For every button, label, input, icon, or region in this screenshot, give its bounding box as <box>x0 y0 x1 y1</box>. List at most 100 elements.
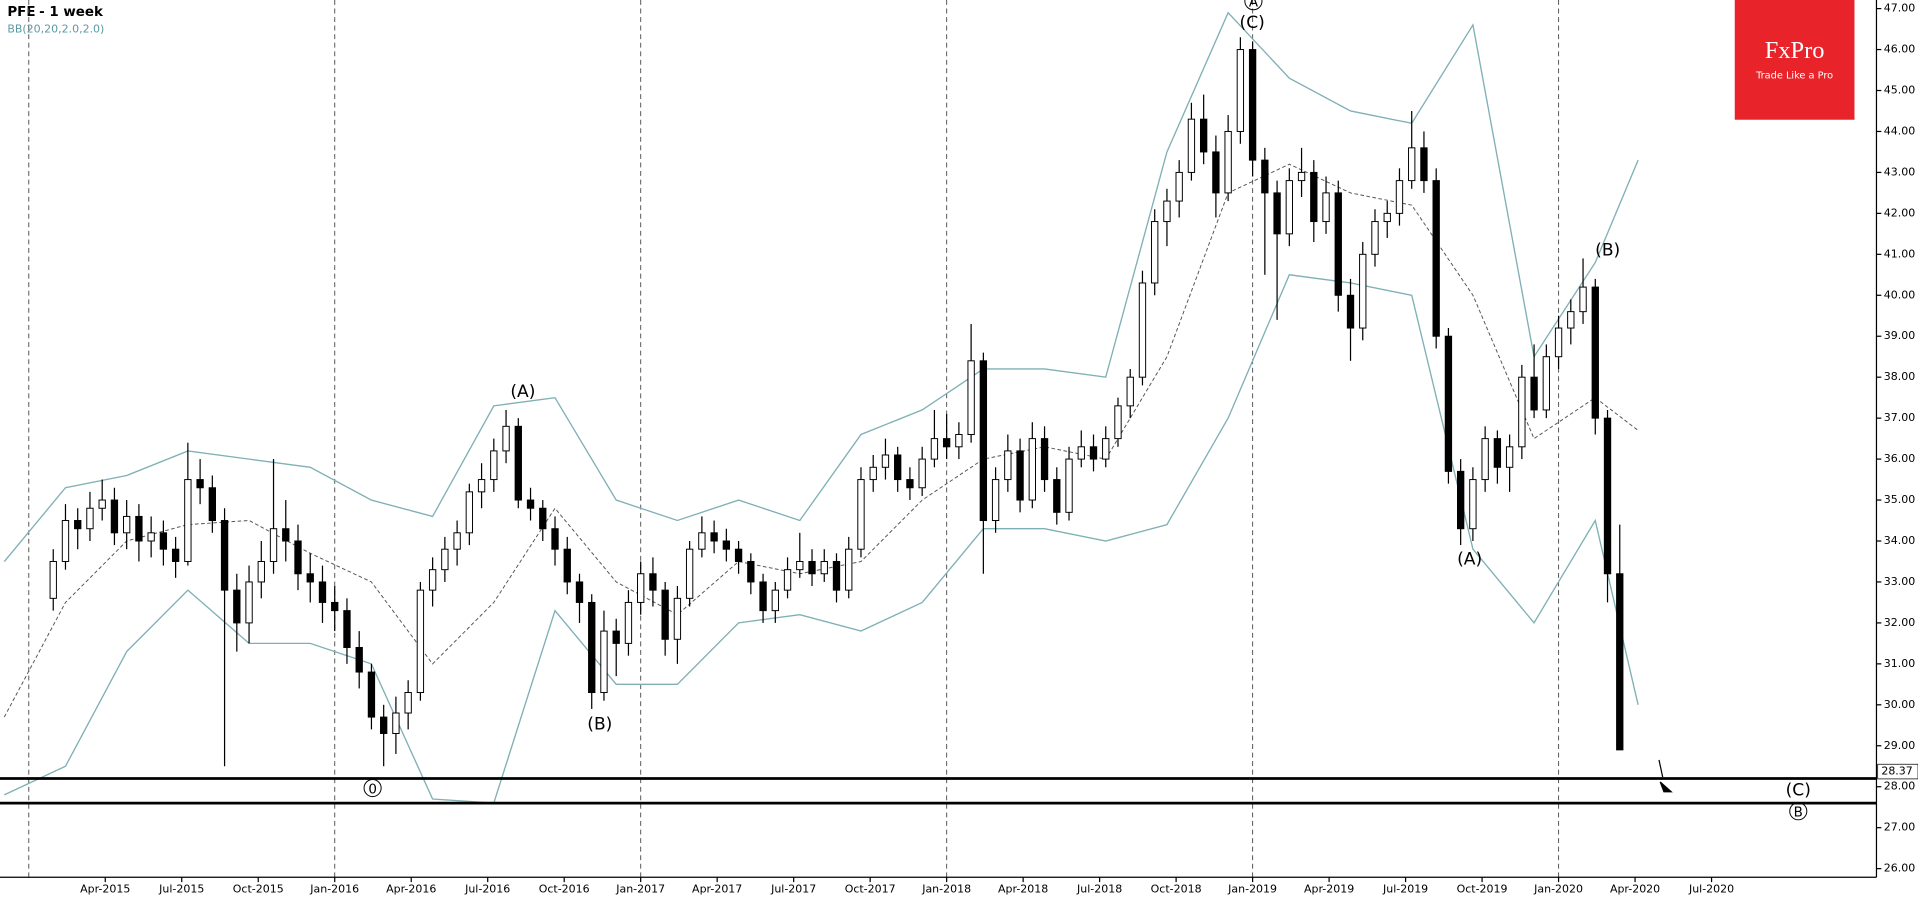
y-tick-label: 33.00 <box>1884 575 1915 588</box>
candle-body <box>1310 171 1318 223</box>
candle-body <box>171 548 180 562</box>
candle-body <box>220 520 229 591</box>
candle-body <box>123 515 131 534</box>
candle-body <box>196 479 204 489</box>
candle-body <box>808 560 816 575</box>
candle-body <box>637 573 645 603</box>
plot-layer: (A) (B) 0 (C) A (A) (B) (C) B <box>0 0 1877 878</box>
x-tick-label: Oct-2018 <box>1151 882 1202 895</box>
candle-body <box>1004 450 1012 481</box>
wave-label: (A) <box>1457 550 1482 570</box>
annotation-circle <box>1789 802 1808 821</box>
candle-body <box>1408 147 1416 182</box>
y-tick-label: 46.00 <box>1884 43 1915 56</box>
candle-body <box>796 560 804 571</box>
candle-body <box>1567 311 1575 329</box>
candle-body <box>1591 286 1599 419</box>
y-tick-label: 40.00 <box>1884 288 1915 301</box>
candle-body <box>490 450 498 481</box>
candle-body <box>208 487 217 522</box>
candle-body <box>1481 438 1489 481</box>
candle-body <box>1138 282 1147 378</box>
candle-body <box>1444 335 1453 472</box>
candle-body <box>318 581 327 603</box>
candle-body <box>1261 159 1269 194</box>
brand-tagline: Trade Like a Pro <box>1755 71 1833 82</box>
candle-body <box>857 479 865 550</box>
candle-body <box>563 548 571 583</box>
x-tick-label: Apr-2016 <box>386 882 436 895</box>
candle-body <box>147 532 155 542</box>
candle-body <box>428 569 437 591</box>
candle-body <box>710 532 718 542</box>
annotation-circle <box>363 778 382 798</box>
x-tick-label: Apr-2015 <box>80 882 130 895</box>
candle-body <box>1114 405 1122 440</box>
y-tick-label: 35.00 <box>1884 493 1915 506</box>
candle-body <box>1334 192 1342 296</box>
candle-body <box>1163 200 1171 223</box>
candle-body <box>783 569 792 591</box>
candle-body <box>1236 49 1245 132</box>
candle-body <box>930 438 939 460</box>
candle-body <box>747 560 755 583</box>
candle-body <box>233 589 241 624</box>
candle-body <box>832 560 841 591</box>
wave-label: (C) <box>1240 13 1265 33</box>
candle-body <box>991 479 1000 522</box>
candle-body <box>600 630 608 694</box>
candle-body <box>1102 438 1110 460</box>
x-tick-label: Oct-2019 <box>1457 882 1508 895</box>
x-tick-label: Jan-2016 <box>309 882 359 895</box>
y-tick-label: 39.00 <box>1884 329 1915 342</box>
candle-body <box>159 532 168 550</box>
candle-body <box>184 479 192 562</box>
candle-body <box>441 548 449 571</box>
x-tick-label: Jan-2019 <box>1227 882 1277 895</box>
candle-body <box>845 548 853 591</box>
candle-body <box>967 360 975 436</box>
y-tick-label: 32.00 <box>1884 616 1915 629</box>
bb-middle <box>3 163 1639 718</box>
y-tick-label: 41.00 <box>1884 247 1915 260</box>
candle-body <box>477 479 486 493</box>
candle-body <box>1065 458 1073 513</box>
candle-body <box>392 712 400 734</box>
candle-body <box>979 360 988 522</box>
wave-label: A <box>1249 0 1259 10</box>
candle-body <box>1371 221 1379 255</box>
candle-body <box>1420 147 1428 182</box>
candle-body <box>514 425 522 501</box>
candle-body <box>1505 446 1514 468</box>
candle-body <box>74 520 82 530</box>
y-tick-label: 26.00 <box>1884 862 1915 875</box>
candle-body <box>612 630 620 644</box>
y-tick-label: 28.00 <box>1884 780 1915 793</box>
y-tick-label: 34.00 <box>1884 534 1915 547</box>
candle-body <box>1028 438 1036 501</box>
x-tick-label: Jul-2018 <box>1076 882 1122 895</box>
candle-body <box>1212 151 1220 194</box>
candle-body <box>269 528 278 562</box>
x-tick-label: Oct-2015 <box>233 882 284 895</box>
candle-body <box>1469 479 1477 530</box>
x-tick-label: Jul-2015 <box>158 882 204 895</box>
candle-body <box>355 646 363 673</box>
candle-body <box>698 532 706 550</box>
candle-body <box>869 466 877 481</box>
x-tick-label: Jul-2017 <box>770 882 816 895</box>
candle-body <box>98 499 106 509</box>
candle-body <box>404 692 412 714</box>
wave-label: B <box>1794 805 1803 820</box>
candle-body <box>734 548 743 562</box>
candle-body <box>1285 180 1293 235</box>
candle-body <box>1151 221 1159 284</box>
wave-label: (C) <box>1786 780 1811 800</box>
candle-body <box>245 581 253 624</box>
candle-body <box>1089 446 1098 460</box>
candle-body <box>61 520 70 562</box>
candle-body <box>1126 376 1134 407</box>
y-tick-label: 42.00 <box>1884 206 1915 219</box>
candle-body <box>624 601 633 644</box>
